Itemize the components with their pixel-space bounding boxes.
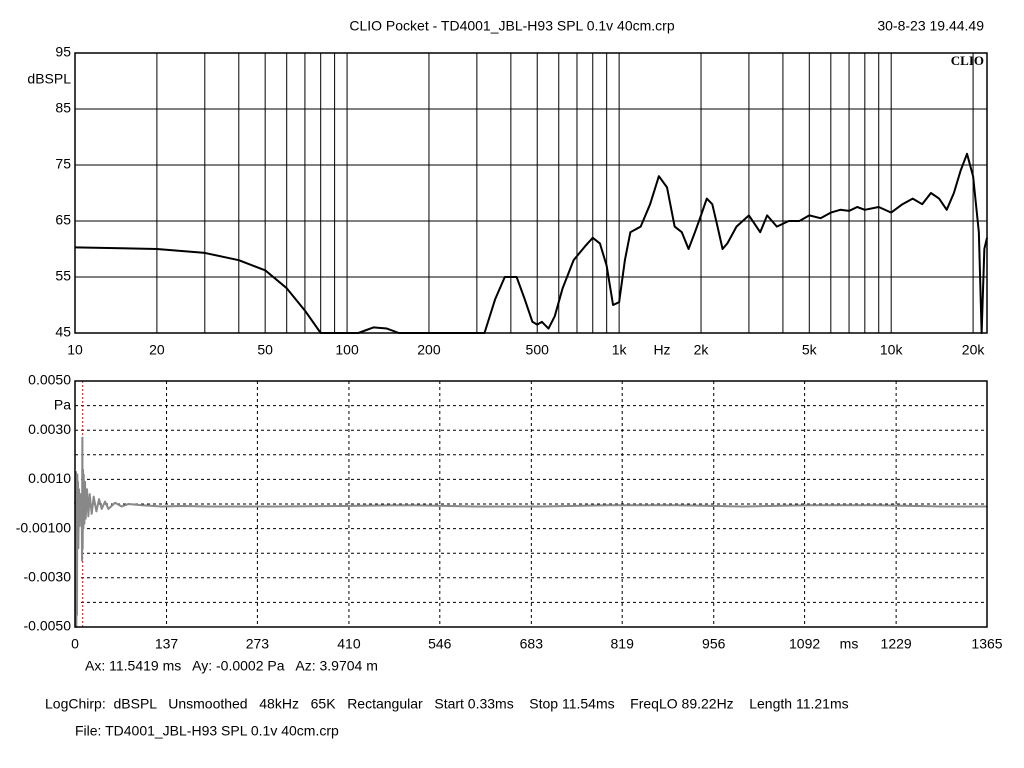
x-tick-label: 1229 xyxy=(881,636,912,652)
x-tick-label: 273 xyxy=(246,636,270,652)
x-tick-label: 10 xyxy=(67,342,83,358)
x-tick-label: 683 xyxy=(520,636,544,652)
x-tick-label: 1365 xyxy=(971,636,1002,652)
x-tick-label: 100 xyxy=(335,342,359,358)
y-tick-label: -0.0050 xyxy=(24,618,72,634)
y-tick-label: 55 xyxy=(55,268,71,284)
y-tick-label: 0.0030 xyxy=(28,421,71,437)
x-tick-label: 50 xyxy=(257,342,273,358)
x-tick-label: 0 xyxy=(71,636,79,652)
y-tick-label: -0.0030 xyxy=(24,569,72,585)
x-tick-label: 20 xyxy=(149,342,165,358)
y-tick-label: -0.00100 xyxy=(16,519,71,535)
cursor-readout: Ax: 11.5419 ms Ay: -0.0002 Pa Az: 3.9704… xyxy=(85,658,378,674)
title: CLIO Pocket - TD4001_JBL-H93 SPL 0.1v 40… xyxy=(349,18,674,34)
plot-frame xyxy=(74,380,988,628)
x-tick-label: 410 xyxy=(337,636,361,652)
y-tick-label: 45 xyxy=(55,324,71,340)
x-tick-label: 500 xyxy=(526,342,550,358)
x-axis-label: ms xyxy=(840,636,859,652)
x-tick-label: 200 xyxy=(417,342,441,358)
x-tick-label: 2k xyxy=(694,342,710,358)
plot-frame xyxy=(74,52,988,334)
y-tick-label: 85 xyxy=(55,100,71,116)
data-line xyxy=(74,436,987,628)
x-tick-label: 20k xyxy=(962,342,986,358)
x-axis-label: Hz xyxy=(653,342,670,358)
x-tick-label: 819 xyxy=(611,636,635,652)
x-tick-label: 137 xyxy=(155,636,179,652)
y-tick-label: 75 xyxy=(55,156,71,172)
y-tick-label: 95 xyxy=(55,44,71,60)
logo: CLIO xyxy=(951,53,984,68)
y-axis-label: Pa xyxy=(54,397,71,413)
file-name: File: TD4001_JBL-H93 SPL 0.1v 40cm.crp xyxy=(75,723,339,739)
settings: LogChirp: dBSPL Unsmoothed 48kHz 65K Rec… xyxy=(45,696,849,712)
x-tick-label: 10k xyxy=(880,342,904,358)
x-tick-label: 1k xyxy=(612,342,628,358)
x-tick-label: 956 xyxy=(702,636,726,652)
y-tick-label: 65 xyxy=(55,212,71,228)
y-tick-label: 0.0010 xyxy=(28,470,71,486)
y-tick-label: 0.0050 xyxy=(28,372,71,388)
timestamp: 30-8-23 19.44.49 xyxy=(877,18,984,34)
x-tick-label: 5k xyxy=(802,342,818,358)
x-tick-label: 546 xyxy=(428,636,452,652)
x-tick-label: 1092 xyxy=(789,636,820,652)
y-axis-label: dBSPL xyxy=(27,71,71,87)
